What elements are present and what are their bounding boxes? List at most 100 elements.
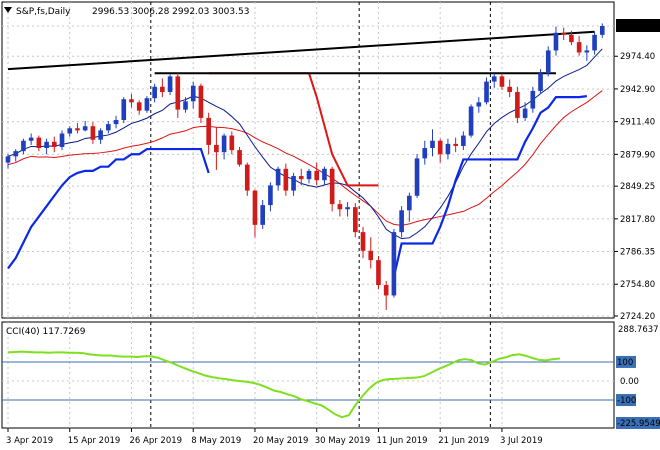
candle-body [44, 141, 49, 149]
chart-symbol: S&P,fs,Daily [16, 7, 71, 17]
candle-body [221, 135, 227, 153]
candle-body [106, 124, 111, 131]
candle-body [437, 140, 443, 155]
candle-body [314, 170, 320, 181]
candle-body [129, 99, 134, 103]
candle-body [152, 86, 157, 99]
candle-body [82, 126, 88, 131]
candle-body [36, 137, 42, 149]
cci-pane-frame [1, 321, 615, 429]
candle-body [59, 133, 65, 147]
price-tick-label: 2817.80 [620, 215, 655, 225]
candle-body [75, 128, 80, 131]
candle-body [291, 176, 296, 191]
candle-body [144, 98, 150, 111]
candle-body [522, 108, 528, 118]
candle-body [183, 101, 188, 110]
candle-body [453, 143, 458, 146]
chart-ohlc: 2996.53 3006.28 2992.03 3003.53 [92, 7, 249, 17]
candle-body [113, 119, 119, 125]
candle-body [553, 32, 559, 51]
candle-body [306, 170, 312, 180]
price-tick-label: 2754.80 [620, 280, 655, 290]
rising-trendline [7, 30, 595, 71]
price-pane-frame [1, 1, 615, 319]
candle-body [407, 195, 412, 211]
candle-body [545, 50, 551, 74]
candle-body [28, 137, 34, 141]
candle-body [136, 102, 142, 111]
cci-level-tag [616, 394, 636, 407]
cci-line [7, 350, 561, 419]
candle-body [190, 85, 196, 102]
last-price-tag [616, 19, 660, 32]
cci-level-tag [616, 355, 636, 368]
candle-body [576, 42, 582, 53]
candle-body [237, 150, 242, 165]
candle-body [298, 176, 304, 180]
fast-moving-average [7, 48, 603, 240]
candle-body [206, 117, 211, 145]
grid [1, 1, 615, 429]
time-tick-label: 20 May 2019 [253, 436, 308, 446]
triangle-down-icon [4, 7, 12, 13]
candle-body [476, 102, 482, 107]
candle-body [584, 50, 590, 53]
candle-body [484, 81, 489, 103]
candle-body [229, 135, 235, 151]
candle-body [167, 76, 173, 92]
candle-body [368, 250, 374, 261]
candle-body [414, 158, 420, 196]
candle-body [160, 86, 165, 92]
candle-body [121, 99, 127, 120]
cci-tick-label: 0.00 [620, 377, 639, 387]
candle-body [507, 86, 512, 92]
candle-body [383, 285, 389, 296]
candle-body [244, 164, 250, 191]
price-tick-label: 2879.90 [620, 150, 655, 160]
lower-band-line [7, 147, 210, 270]
cci-level-label: 100 [617, 358, 633, 368]
lower-band-line-2 [392, 95, 587, 278]
candle-body [499, 76, 505, 87]
last-price-label: 3003.53 [618, 22, 653, 32]
candle-body [13, 151, 19, 157]
candle-body [599, 26, 605, 35]
candle-body [268, 185, 273, 206]
candle-body [561, 32, 567, 35]
candle-body [538, 73, 543, 91]
price-tick-label: 2786.35 [620, 247, 655, 257]
price-tick-label: 2911.40 [620, 118, 655, 128]
cci-title: CCI(40) 117.7269 [6, 327, 86, 337]
candle-body [67, 128, 73, 134]
candle-body [376, 260, 381, 286]
candle-body [322, 168, 327, 181]
time-tick-label: 30 May 2019 [315, 436, 370, 446]
candle-body [175, 76, 181, 110]
candle-body [399, 210, 404, 233]
candle-body [98, 130, 103, 140]
time-tick-label: 26 Apr 2019 [129, 436, 182, 446]
candle-body [422, 148, 428, 159]
candle-body [461, 135, 466, 146]
candle-body [260, 205, 266, 225]
candle-body [252, 190, 258, 225]
candle-body [430, 140, 435, 149]
time-tick-label: 3 Apr 2019 [6, 436, 53, 446]
price-tick-label: 2724.20 [620, 312, 655, 322]
time-tick-label: 8 May 2019 [191, 436, 241, 446]
price-tick-label: 2974.40 [620, 52, 655, 62]
time-tick-label: 3 Jul 2019 [500, 436, 543, 446]
time-tick-label: 11 Jun 2019 [376, 436, 427, 446]
candle-body [445, 143, 451, 155]
candle-body [345, 207, 350, 210]
candle-body [491, 76, 497, 82]
candle-body [352, 207, 358, 233]
slow-moving-average [7, 90, 603, 226]
candle-body [391, 232, 397, 296]
cci-min-tag [616, 417, 660, 429]
candle-body [214, 144, 219, 153]
candle-body [468, 106, 474, 136]
time-tick-label: 15 Apr 2019 [68, 436, 121, 446]
